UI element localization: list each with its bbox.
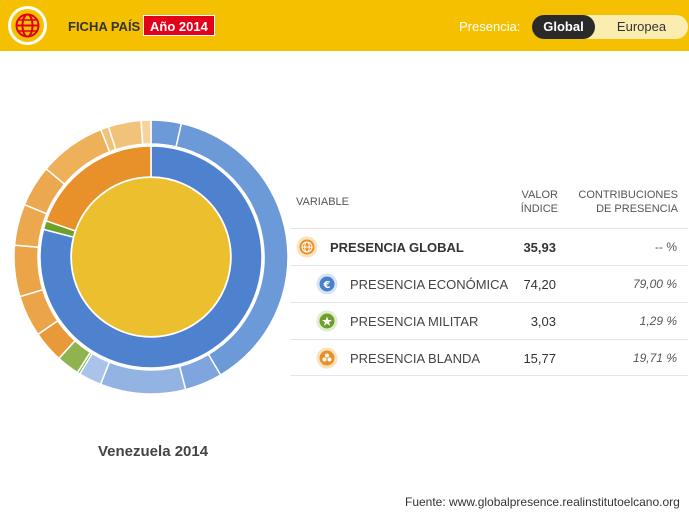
column-header-valor-line1: VALOR	[521, 189, 558, 201]
svg-text:€: €	[323, 280, 331, 291]
country-label: Venezuela 2014	[98, 443, 209, 460]
column-header-contrib-line1: CONTRIBUCIONES	[578, 189, 678, 201]
toggle-global-button[interactable]: Global	[532, 15, 595, 39]
table-row-blanda[interactable]: PRESENCIA BLANDA 15,77 19,71 %	[290, 339, 688, 376]
row-name: PRESENCIA MILITAR	[350, 314, 479, 329]
page-title: FICHA PAÍS	[68, 19, 141, 34]
presence-toggle[interactable]: Global Europea	[532, 15, 688, 39]
row-contribution: -- %	[655, 240, 677, 254]
outer-ring	[13, 120, 289, 395]
source-footer: Fuente: www.globalpresence.realinstituto…	[405, 495, 680, 509]
row-value: 3,03	[530, 314, 556, 329]
column-header-contrib: CONTRIBUCIONES DE PRESENCIA	[558, 188, 678, 216]
row-contribution: 79,00 %	[632, 277, 677, 291]
euro-icon: €	[316, 273, 338, 295]
center-disc	[72, 178, 230, 336]
row-name: PRESENCIA ECONÓMICA	[350, 277, 509, 292]
soft-power-icon	[316, 347, 338, 369]
header-bar: FICHA PAÍS Año 2014 Presencia: Global Eu…	[0, 0, 689, 51]
row-contribution: 19,71 %	[632, 351, 677, 365]
column-header-valor-line2: ÍNDICE	[520, 203, 558, 215]
row-contribution: 1,29 %	[639, 314, 677, 328]
inner-ring-segment-0[interactable]	[39, 145, 263, 369]
toggle-europea-button[interactable]: Europea	[616, 19, 667, 34]
column-header-contrib-line2: DE PRESENCIA	[596, 203, 678, 215]
outer-ring-segment-9[interactable]	[13, 244, 44, 298]
military-icon	[316, 310, 338, 332]
column-header-valor: VALOR ÍNDICE	[504, 188, 558, 216]
presence-sunburst-chart[interactable]	[0, 120, 310, 420]
elcano-globe-logo[interactable]	[8, 6, 47, 45]
table-row-global[interactable]: PRESENCIA GLOBAL 35,93 -- %	[290, 228, 688, 265]
globe-icon	[296, 236, 318, 258]
table-row-militar[interactable]: PRESENCIA MILITAR 3,03 1,29 %	[290, 302, 688, 339]
row-value: 35,93	[523, 240, 556, 255]
row-name: PRESENCIA BLANDA	[350, 351, 481, 366]
year-badge[interactable]: Año 2014	[143, 15, 215, 36]
row-value: 74,20	[523, 277, 556, 292]
outer-ring-segment-15[interactable]	[140, 120, 152, 146]
table-row-economica[interactable]: € PRESENCIA ECONÓMICA 74,20 79,00 %	[290, 265, 688, 302]
row-value: 15,77	[523, 351, 556, 366]
column-header-variable: VARIABLE	[296, 196, 349, 208]
row-name: PRESENCIA GLOBAL	[330, 240, 464, 255]
inner-ring-segment-2[interactable]	[45, 145, 152, 232]
globe-logo-icon	[11, 9, 44, 42]
presence-label: Presencia:	[459, 19, 521, 34]
inner-ring	[39, 145, 263, 369]
